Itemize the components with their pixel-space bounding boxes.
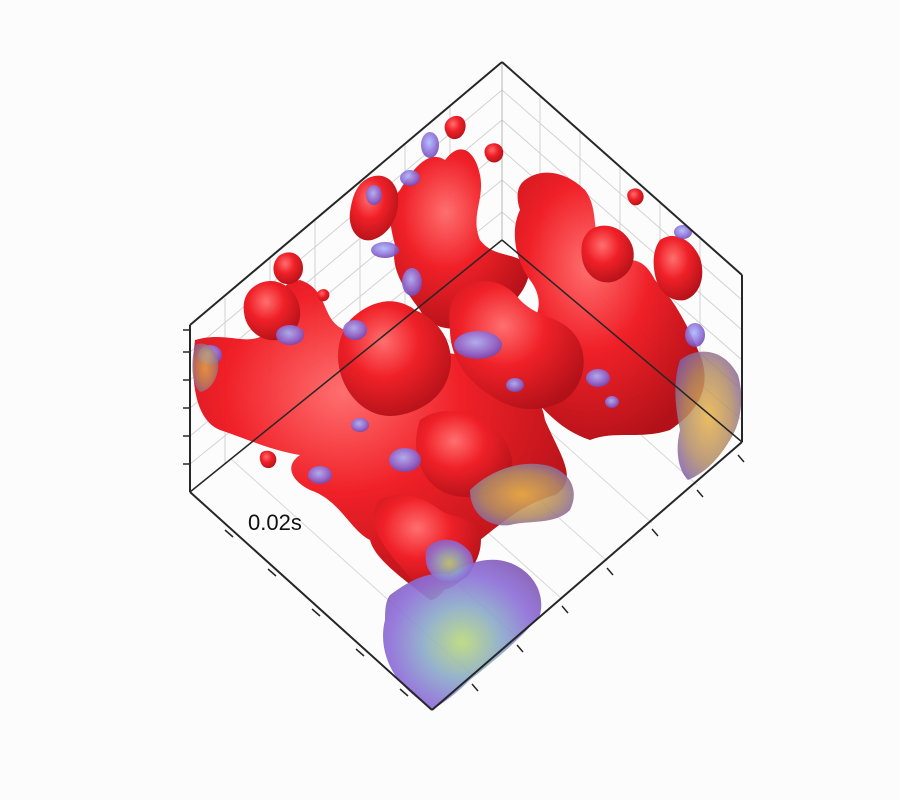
isosurface-blob — [349, 175, 399, 241]
isosurface-patch — [343, 320, 367, 340]
isosurface-blob — [192, 343, 219, 392]
isosurface-blob — [416, 410, 513, 497]
axis-back-right-floor — [501, 239, 743, 443]
isosurface-patch — [400, 170, 420, 186]
isosurface-patch — [605, 396, 619, 408]
isosurface-blob — [627, 188, 644, 206]
isosurface-patch — [674, 225, 692, 239]
isosurface-patch — [586, 369, 610, 387]
isosurface-blob — [259, 450, 277, 469]
isosurface-blob — [193, 280, 567, 600]
axis-top-right — [501, 61, 743, 276]
isosurface-patch — [371, 242, 399, 258]
isosurface-blob — [675, 351, 742, 480]
box-frame — [189, 61, 743, 711]
axis-front-right — [431, 441, 743, 711]
isosurface-blob — [273, 252, 303, 285]
isosurface-patch — [389, 448, 421, 472]
isosurface-blob — [383, 559, 542, 710]
isosurface-patch — [421, 132, 439, 158]
axis-back-left-floor — [189, 239, 503, 493]
isosurface-patch — [308, 466, 332, 484]
isosurface-patch — [402, 268, 422, 296]
axis-top-left — [189, 61, 503, 326]
isosurface-patch — [276, 325, 304, 345]
isosurface-blob — [581, 225, 634, 283]
isosurface-volume — [192, 115, 742, 710]
isosurface-blob — [425, 539, 474, 583]
isosurface-patch — [366, 185, 382, 205]
isosurface-blob — [444, 115, 466, 140]
isosurface-patch — [351, 418, 369, 432]
isosurface-blob — [316, 289, 330, 302]
isosurface-patch — [506, 378, 524, 392]
isosurface-blob — [653, 236, 703, 301]
isosurface-patch — [454, 331, 502, 359]
isosurface-blob — [470, 463, 574, 526]
isosurface-blob — [449, 281, 584, 410]
axis-ticks — [183, 329, 745, 697]
isosurface-patch — [685, 323, 705, 347]
axis-front-left — [189, 491, 433, 711]
isosurface-blob — [484, 143, 504, 163]
time-label: 0.02s — [248, 510, 302, 535]
